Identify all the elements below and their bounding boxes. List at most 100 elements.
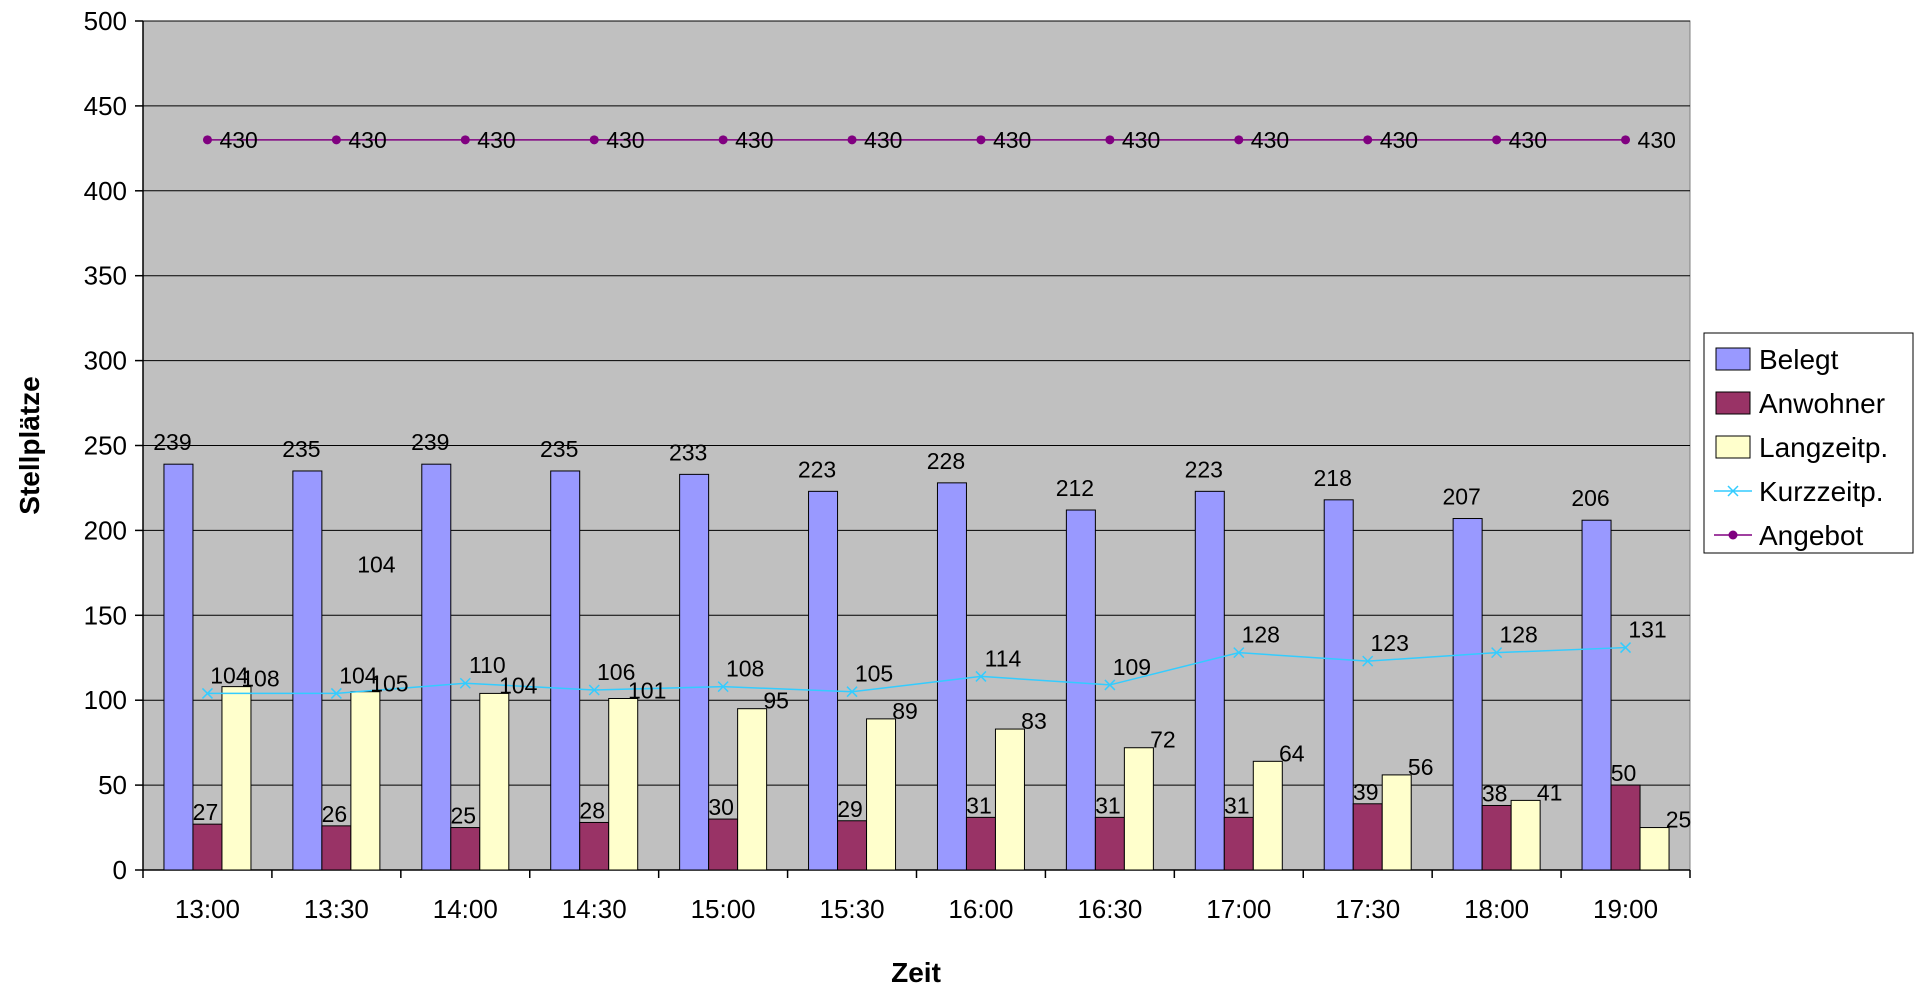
data-label-angebot: 430 (1380, 127, 1418, 153)
data-label-belegt: 206 (1571, 485, 1609, 511)
data-label-kurzzeitp: 131 (1628, 617, 1666, 643)
y-tick-label: 400 (84, 176, 127, 206)
data-label-anwohner: 31 (966, 792, 992, 818)
data-label-kurzzeitp: 123 (1371, 630, 1409, 656)
data-label-belegt: 235 (282, 436, 320, 462)
data-label-langzeitp: 89 (892, 698, 918, 724)
data-label-kurzzeitp: 128 (1499, 622, 1537, 648)
data-label-belegt: 223 (798, 456, 836, 482)
legend-label-angebot: Angebot (1759, 520, 1864, 551)
bar-belegt (164, 464, 193, 870)
y-tick-label: 500 (84, 6, 127, 36)
legend-swatch-langzeitp (1716, 436, 1750, 458)
bar-anwohner (838, 821, 867, 870)
data-label-anwohner: 28 (579, 797, 605, 823)
x-tick-label: 19:00 (1593, 894, 1658, 924)
bar-belegt (293, 471, 322, 870)
x-tick-label: 16:00 (948, 894, 1013, 924)
bar-langzeitp (867, 719, 896, 870)
data-label-belegt: 212 (1056, 475, 1094, 501)
data-label-belegt: 239 (411, 429, 449, 455)
point-angebot (848, 135, 857, 144)
point-angebot (719, 135, 728, 144)
data-label-kurzzeitp: 109 (1113, 654, 1151, 680)
bar-belegt (1582, 520, 1611, 870)
x-tick-label: 13:30 (304, 894, 369, 924)
bar-anwohner (1611, 785, 1640, 870)
data-label-belegt: 218 (1314, 465, 1352, 491)
bar-anwohner (1224, 817, 1253, 870)
y-tick-label: 450 (84, 91, 127, 121)
legend-marker-angebot (1729, 531, 1738, 540)
y-tick-label: 0 (113, 855, 127, 885)
data-label-langzeitp: 72 (1150, 727, 1176, 753)
x-tick-label: 17:30 (1335, 894, 1400, 924)
legend-swatch-belegt (1716, 348, 1750, 370)
point-angebot (461, 135, 470, 144)
bar-langzeitp (609, 699, 638, 870)
data-label-angebot: 430 (864, 127, 902, 153)
x-axis-title: Zeit (891, 957, 941, 987)
data-label-angebot: 430 (348, 127, 386, 153)
point-angebot (203, 135, 212, 144)
bar-anwohner (709, 819, 738, 870)
data-label-anwohner: 38 (1482, 780, 1508, 806)
bar-langzeitp (1511, 800, 1540, 870)
legend-swatch-anwohner (1716, 392, 1750, 414)
bar-langzeitp (738, 709, 767, 870)
point-angebot (1105, 135, 1114, 144)
bar-langzeitp (1382, 775, 1411, 870)
y-tick-label: 350 (84, 261, 127, 291)
bar-belegt (809, 491, 838, 870)
y-tick-label: 250 (84, 431, 127, 461)
legend-label-belegt: Belegt (1759, 344, 1839, 375)
data-label-kurzzeitp: 114 (985, 645, 1022, 671)
data-label-angebot: 430 (1638, 127, 1676, 153)
data-label-angebot: 430 (1122, 127, 1160, 153)
point-angebot (1363, 135, 1372, 144)
data-label-belegt: 239 (153, 429, 191, 455)
y-axis-title: Stellplätze (14, 376, 45, 514)
bar-langzeitp (222, 687, 251, 870)
point-angebot (976, 135, 985, 144)
point-angebot (332, 135, 341, 144)
data-label-belegt: 223 (1185, 456, 1223, 482)
bar-belegt (1066, 510, 1095, 870)
point-angebot (1492, 135, 1501, 144)
x-tick-label: 17:00 (1206, 894, 1271, 924)
data-label-angebot: 430 (219, 127, 257, 153)
data-label-angebot: 430 (993, 127, 1031, 153)
data-label-angebot: 430 (477, 127, 515, 153)
data-label-anwohner: 27 (193, 799, 219, 825)
bar-langzeitp (1253, 761, 1282, 870)
y-tick-label: 50 (98, 770, 127, 800)
point-angebot (1234, 135, 1243, 144)
data-label-anwohner: 31 (1224, 792, 1250, 818)
bar-anwohner (580, 822, 609, 870)
data-label-anwohner: 39 (1353, 779, 1379, 805)
x-tick-label: 16:30 (1077, 894, 1142, 924)
data-label-angebot: 430 (606, 127, 644, 153)
data-label-belegt: 207 (1442, 484, 1480, 510)
legend-label-langzeitp: Langzeitp. (1759, 432, 1888, 463)
data-label-angebot: 430 (735, 127, 773, 153)
annotation-label: 104 (357, 551, 396, 577)
data-label-kurzzeitp: 108 (726, 656, 764, 682)
bar-belegt (1195, 491, 1224, 870)
bar-anwohner (451, 828, 480, 870)
bar-anwohner (1482, 805, 1511, 870)
bar-belegt (937, 483, 966, 870)
y-tick-label: 200 (84, 515, 127, 545)
data-label-belegt: 235 (540, 436, 578, 462)
data-label-kurzzeitp: 104 (210, 662, 249, 688)
data-label-kurzzeitp: 104 (339, 662, 378, 688)
data-label-anwohner: 29 (837, 796, 863, 822)
data-label-kurzzeitp: 105 (855, 661, 893, 687)
data-label-langzeitp: 95 (763, 688, 789, 714)
legend-label-kurzzeitp: Kurzzeitp. (1759, 476, 1884, 507)
point-angebot (590, 135, 599, 144)
data-label-belegt: 233 (669, 439, 707, 465)
data-label-angebot: 430 (1509, 127, 1547, 153)
data-label-anwohner: 26 (322, 801, 348, 827)
